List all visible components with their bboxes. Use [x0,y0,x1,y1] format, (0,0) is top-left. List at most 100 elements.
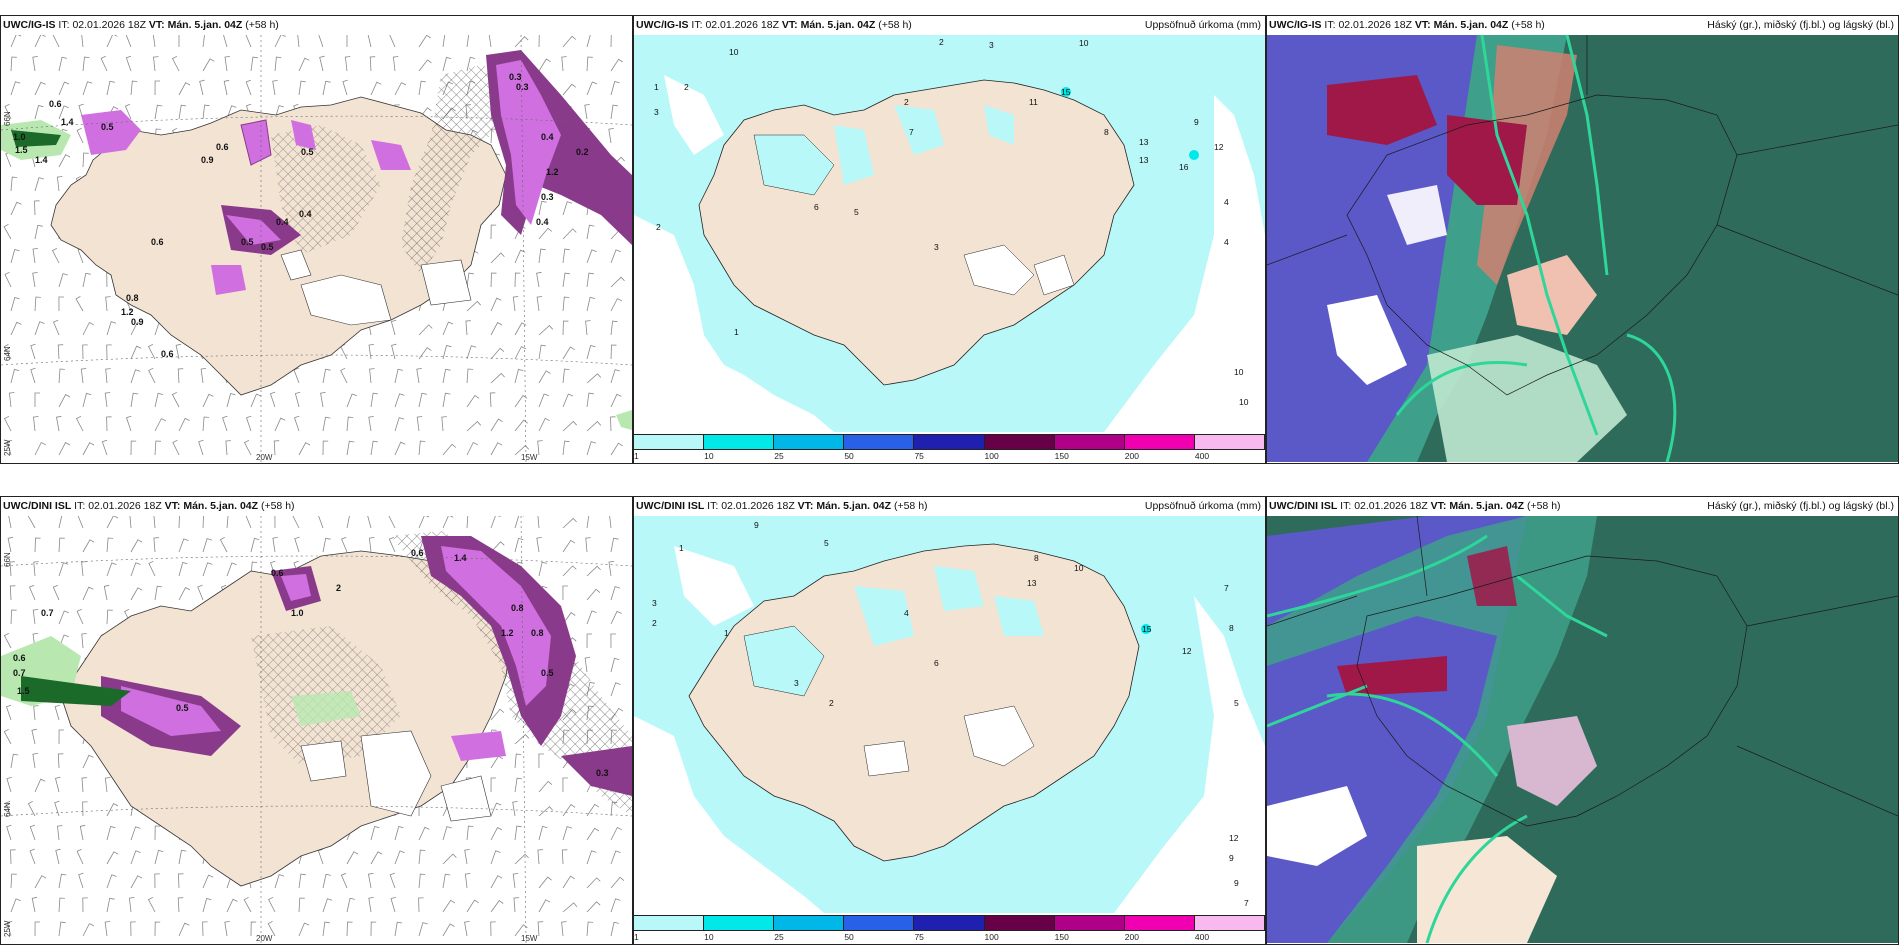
svg-text:0.4: 0.4 [536,217,549,227]
wind-barb [10,609,17,625]
wind-barb [101,439,108,456]
wind-barb [106,321,117,336]
svg-text:7: 7 [1244,898,1249,908]
map-title: Uppsöfnuð úrkoma (mm) [1144,500,1261,512]
map-precip-phase: 0.7 0.6 0.7 1.5 0.6 1.0 0.6 1.4 0.8 1.2 … [1,516,632,943]
wind-barb [81,35,84,48]
init-time: 02.01.2026 18Z [1338,19,1412,31]
wind-barb [298,80,306,96]
lead-time: (+58 h) [1511,19,1545,31]
wind-barb [128,897,135,913]
wind-barb [490,541,505,553]
colorbar-tick: 1 [634,932,639,942]
panel-top-right: UWC/IG-IS IT: 02.01.2026 18Z VT: Mán. 5.… [1266,15,1899,464]
wind-barb [586,565,601,577]
svg-text:1.5: 1.5 [17,686,30,696]
wind-barb [490,347,505,360]
wind-barb [610,657,620,673]
wind-barb [58,105,69,120]
wind-barb [562,826,573,841]
wind-barb [178,104,187,120]
wind-barb [418,80,427,96]
wind-barb [226,898,238,913]
valid-time: Mán. 5.jan. 04Z [800,19,876,31]
wind-barb [610,249,621,264]
svg-text:4: 4 [904,608,909,618]
wind-barb [6,776,12,793]
wind-barb [490,252,505,264]
wind-barb [178,82,191,96]
wind-barb [418,324,433,336]
svg-text:0.6: 0.6 [216,142,229,152]
wind-barb [442,923,455,937]
wind-barb [105,368,111,384]
wind-barb [442,443,457,456]
wind-barb [178,587,191,601]
wind-barb [490,875,503,889]
wind-barb [6,920,13,937]
wind-barb [199,79,205,96]
panel-bottom-right: UWC/DINI ISL IT: 02.01.2026 18Z VT: Mán.… [1266,496,1899,945]
wind-barb [512,801,518,817]
wind-barb [346,516,350,529]
colorbar-tick: 400 [1194,932,1210,942]
wind-barb [466,516,469,529]
wind-barb [250,56,258,72]
wind-barb [586,877,601,889]
wind-barb [514,419,528,432]
wind-barb [514,516,524,529]
svg-text:11: 11 [1029,97,1038,107]
wind-barb [34,81,46,96]
wind-barb [394,921,403,937]
wind-barb [394,368,403,384]
wind-barb [514,777,523,793]
wind-barb [154,80,161,96]
wind-barb [226,105,237,120]
wind-barb [152,35,156,48]
wind-barb [538,200,547,216]
colorbar-swatch [1124,434,1195,450]
wind-barb [154,104,163,120]
svg-text:2: 2 [336,583,341,593]
wind-barb [442,516,454,529]
svg-text:0.5: 0.5 [541,668,554,678]
wind-barb [418,392,427,408]
wind-barb [106,416,112,432]
wind-barb [250,393,262,408]
wind-barb [586,249,597,264]
wind-barb [104,777,111,793]
wind-barb [586,56,593,72]
wind-barb [388,536,396,553]
wind-barb [389,35,396,48]
wind-barb [322,80,331,96]
svg-text:10: 10 [729,47,739,57]
wind-barb [6,824,12,841]
panel-header: UWC/IG-IS IT: 02.01.2026 18Z VT: Mán. 5.… [634,16,1265,35]
colorbar-swatch [984,434,1055,450]
wind-barb [130,392,139,408]
wind-barb [442,368,451,384]
wind-barb [586,827,600,841]
wind-barb [153,516,156,529]
wind-barb [82,152,89,168]
wind-barb [3,344,12,360]
map-accumulated-precip: 10 1 3 2 2 3 2 10 15 11 13 16 12 10 10 1… [634,35,1265,432]
wind-barb [82,56,90,72]
wind-barb [106,35,118,48]
wind-barb [177,897,184,913]
wind-barb [58,394,71,408]
wind-barb [514,322,527,336]
wind-barb [346,35,348,47]
wind-barb [346,897,355,913]
wind-barb [562,272,570,288]
wind-barb [243,439,252,456]
wind-barb [610,610,622,625]
wind-barb [538,561,548,577]
colorbar-swatch [704,915,775,931]
wind-barb [610,442,623,456]
wind-barb [9,585,16,601]
panel-header: UWC/IG-IS IT: 02.01.2026 18Z VT: Mán. 5.… [1,16,632,35]
svg-text:9: 9 [754,520,759,530]
wind-barb [106,537,114,553]
wind-barb [30,367,36,384]
